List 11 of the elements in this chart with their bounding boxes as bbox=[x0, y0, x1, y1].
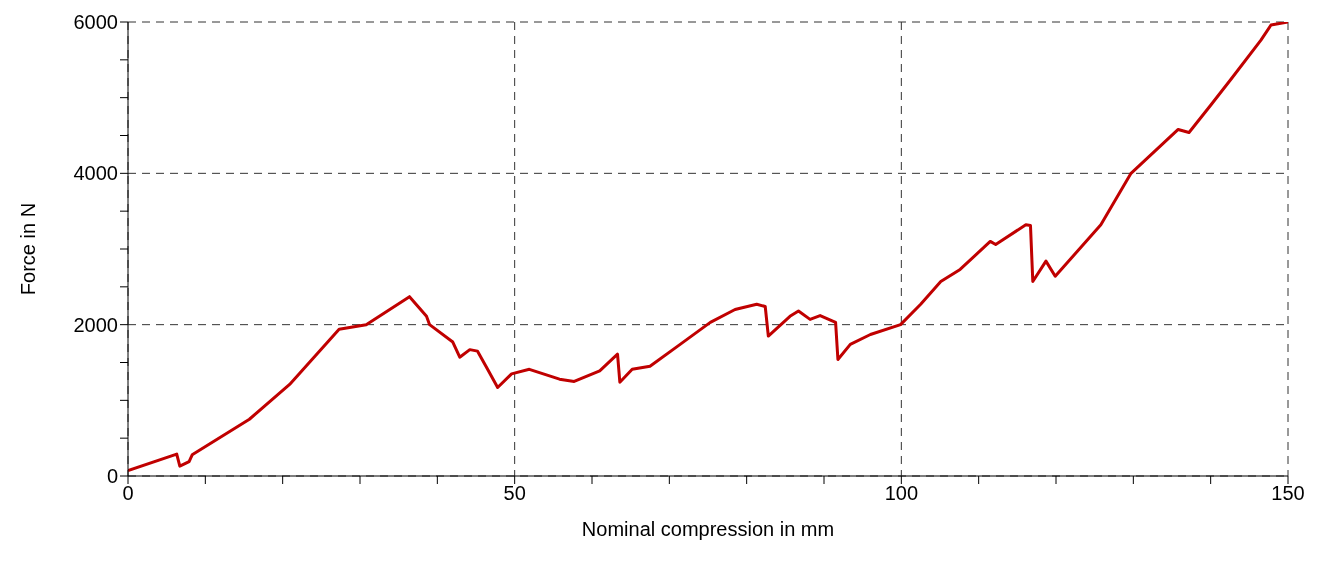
y-tick-label: 6000 bbox=[73, 11, 118, 34]
y-tick-label: 0 bbox=[106, 465, 118, 488]
x-tick-label: 0 bbox=[122, 482, 134, 505]
x-tick-label: 150 bbox=[1271, 482, 1305, 505]
x-tick-label: 50 bbox=[503, 482, 526, 505]
x-axis-title: Nominal compression in mm bbox=[581, 518, 835, 540]
y-tick-label: 2000 bbox=[73, 313, 118, 336]
line-series bbox=[128, 22, 1288, 473]
y-tick-label: 4000 bbox=[73, 162, 118, 185]
y-axis-title: Force in N bbox=[17, 202, 40, 296]
x-tick-label: 100 bbox=[884, 482, 919, 505]
